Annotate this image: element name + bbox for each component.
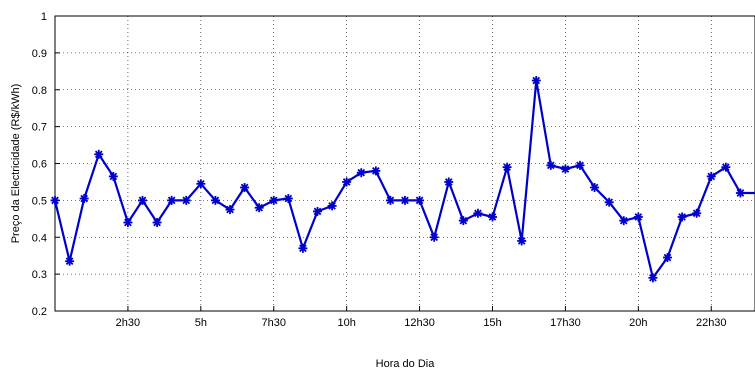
data-point-marker	[502, 162, 512, 172]
y-tick-label: 0.3	[32, 269, 47, 281]
data-point-marker	[298, 243, 308, 253]
data-point-marker	[240, 182, 250, 192]
y-tick-label: 0.9	[32, 48, 47, 60]
x-tick-label: 2h30	[116, 317, 140, 329]
data-point-marker	[65, 256, 75, 266]
data-point-marker	[648, 273, 658, 283]
data-point-marker	[415, 195, 425, 205]
data-point-marker	[313, 206, 322, 216]
x-tick-label: 22h30	[696, 317, 727, 329]
data-point-marker	[560, 164, 570, 174]
y-tick-label: 0.8	[32, 85, 47, 97]
x-tick-label: 17h30	[550, 317, 581, 329]
data-point-marker	[473, 208, 483, 218]
data-point-marker	[531, 76, 541, 86]
data-point-marker	[677, 212, 687, 222]
data-point-marker	[225, 205, 235, 215]
data-point-marker	[152, 218, 162, 227]
x-tick-label: 5h	[195, 317, 207, 329]
y-tick-label: 1	[41, 11, 47, 23]
data-point-marker	[342, 177, 352, 187]
data-point-marker	[458, 216, 468, 226]
data-point-marker	[590, 182, 600, 192]
data-point-marker	[79, 194, 89, 204]
data-point-marker	[633, 212, 643, 222]
data-point-marker	[735, 188, 745, 198]
y-tick-label: 0.6	[32, 159, 47, 171]
x-axis-title: Hora do Dia	[376, 358, 436, 370]
data-point-marker	[721, 162, 731, 172]
data-point-marker	[94, 149, 104, 159]
y-tick-label: 0.4	[32, 232, 47, 244]
data-point-marker	[167, 195, 177, 205]
x-tick-label: 20h	[629, 317, 647, 329]
data-point-marker	[575, 160, 585, 170]
y-tick-label: 0.7	[32, 122, 47, 134]
x-tick-label: 7h30	[262, 317, 286, 329]
data-point-marker	[327, 201, 337, 211]
data-point-marker	[663, 253, 672, 263]
data-point-marker	[546, 160, 556, 170]
data-point-marker	[356, 168, 366, 178]
data-point-marker	[385, 195, 395, 205]
data-point-marker	[619, 216, 629, 226]
data-point-marker	[692, 208, 702, 218]
x-tick-label: 10h	[337, 317, 355, 329]
data-point-marker	[371, 166, 381, 176]
x-tick-label: 12h30	[404, 317, 435, 329]
data-point-marker	[138, 195, 147, 205]
data-point-marker	[50, 195, 60, 205]
data-point-marker	[269, 195, 279, 205]
data-point-marker	[429, 232, 439, 242]
data-point-marker	[604, 197, 614, 207]
data-point-marker	[210, 195, 220, 205]
data-point-marker	[123, 218, 133, 227]
y-axis-title: Preço da Electricidade (R$/kWh)	[10, 84, 22, 244]
series-line	[53, 79, 755, 279]
data-point-marker	[444, 177, 454, 187]
y-tick-label: 0.2	[32, 306, 47, 318]
y-tick-label: 0.5	[32, 195, 47, 207]
data-point-marker	[400, 195, 410, 205]
data-point-marker	[196, 179, 206, 189]
series-layer	[50, 76, 755, 283]
data-point-marker	[488, 212, 497, 222]
data-point-marker	[181, 195, 191, 205]
x-tick-label: 15h	[483, 317, 501, 329]
data-point-marker	[283, 194, 293, 204]
data-point-marker	[108, 171, 118, 181]
data-point-marker	[706, 171, 716, 181]
data-point-marker	[254, 203, 264, 213]
data-point-marker	[517, 236, 527, 246]
